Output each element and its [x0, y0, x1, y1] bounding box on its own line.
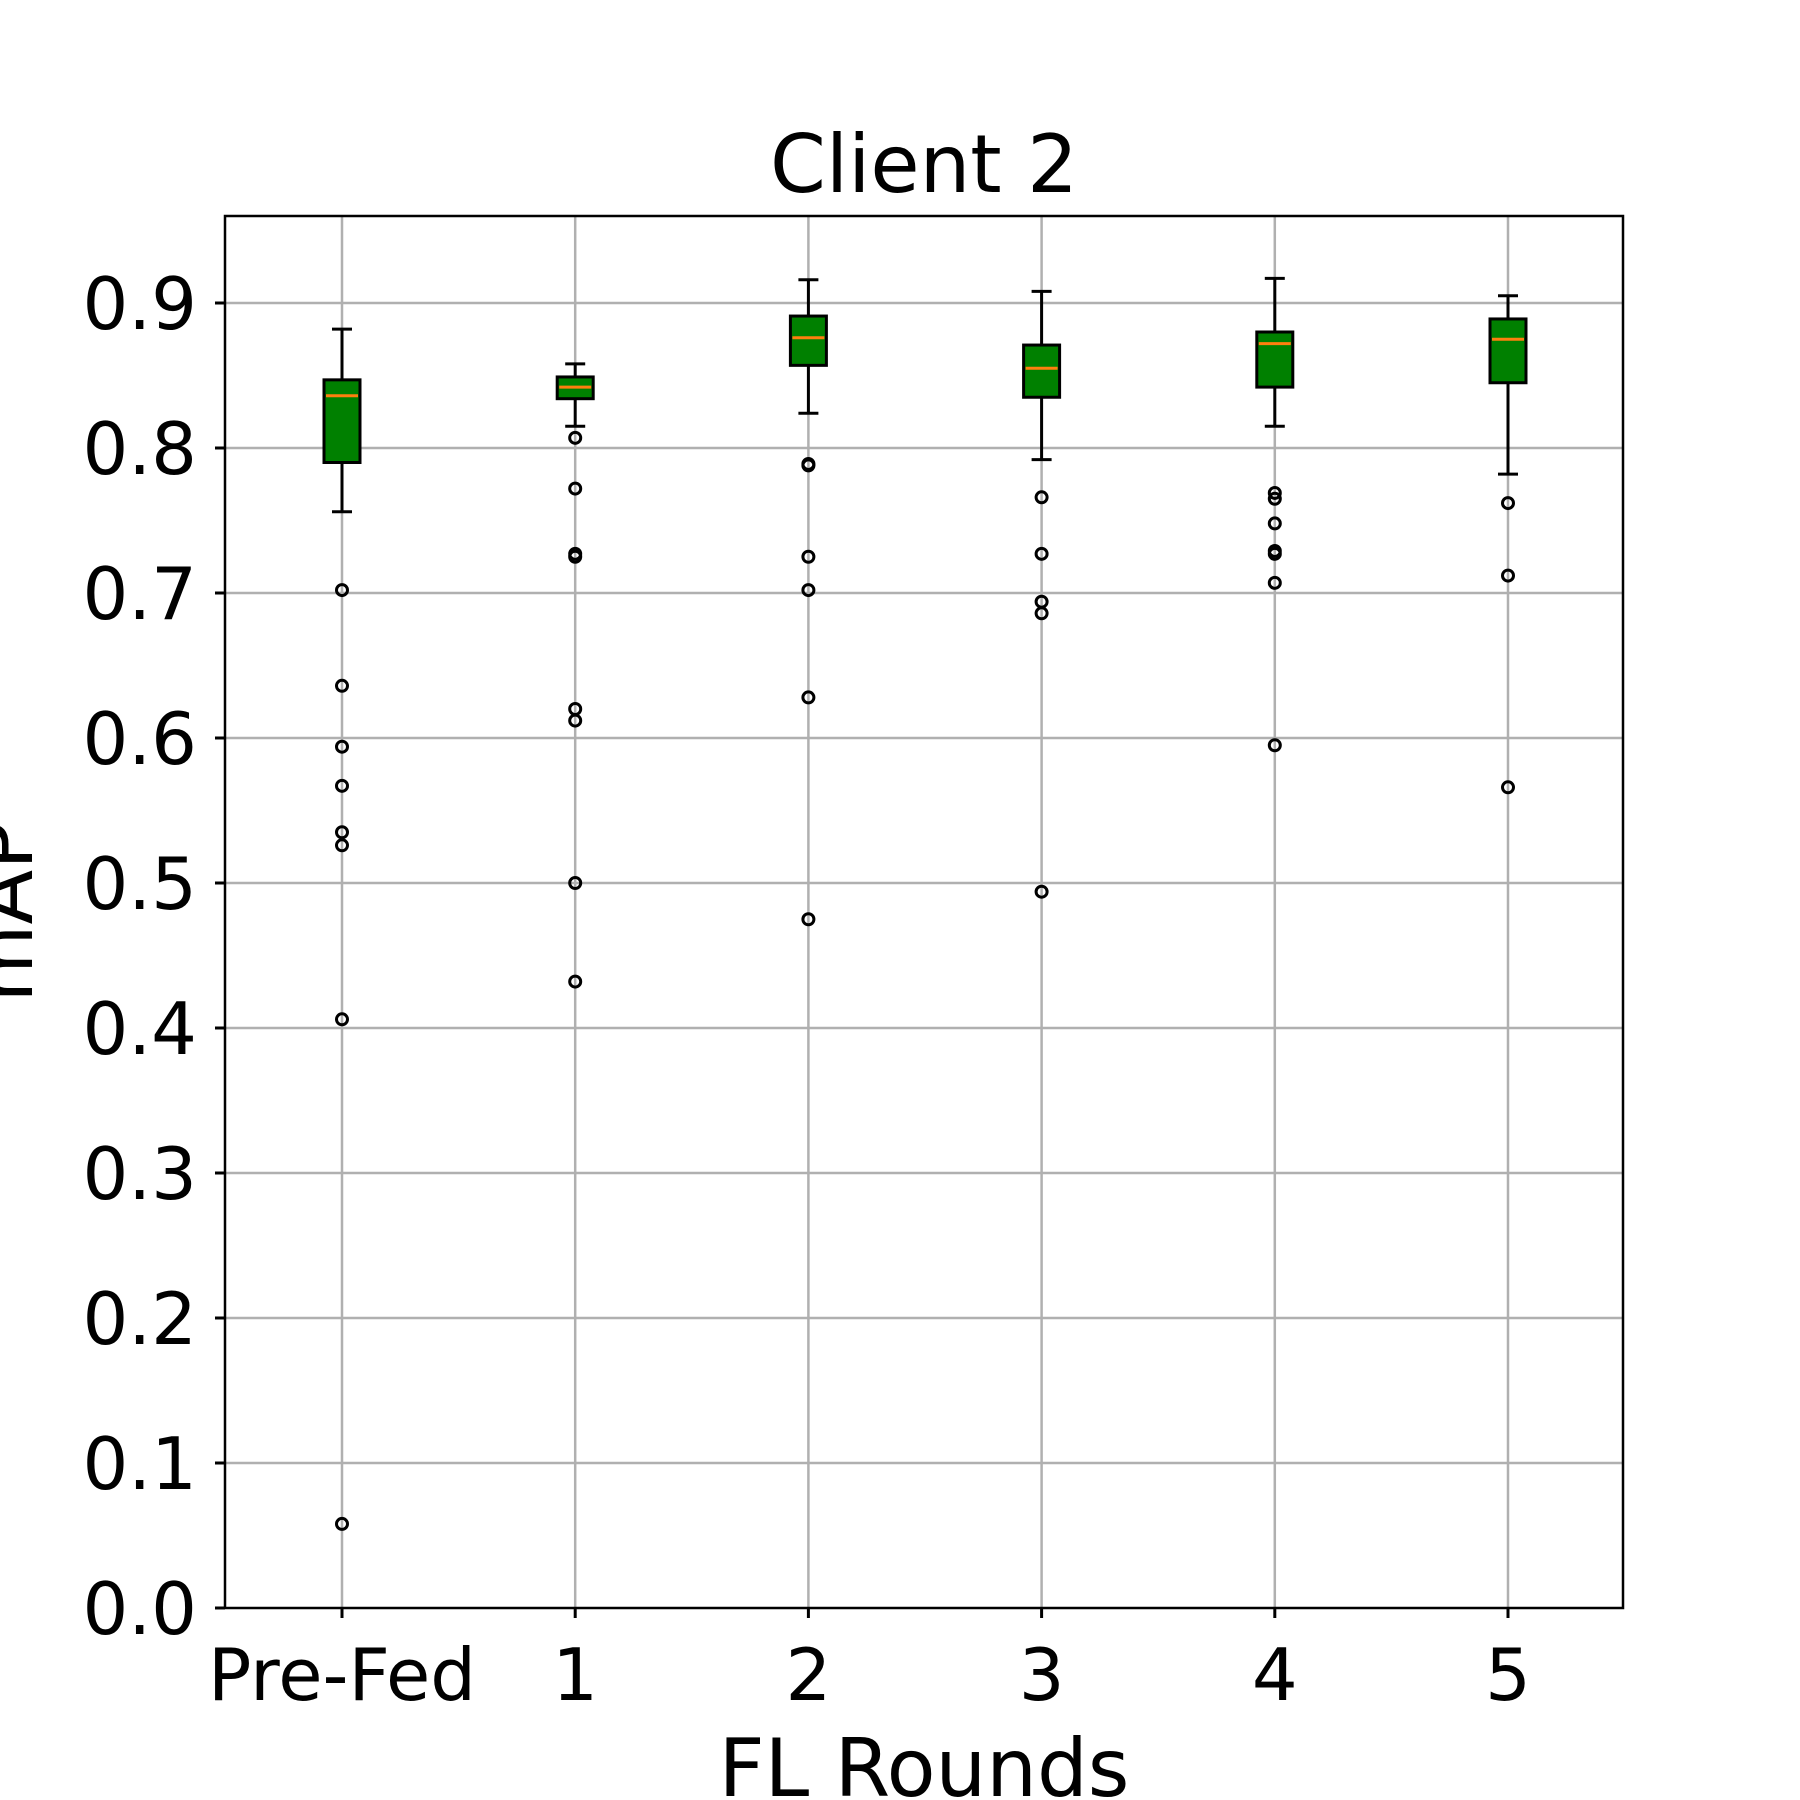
outlier-point [1267, 546, 1282, 561]
outlier-point [568, 876, 583, 890]
outlier-point [1034, 546, 1049, 561]
outlier-point [801, 549, 816, 564]
box-group [1488, 294, 1528, 795]
y-axis-label: mAP [0, 822, 51, 1003]
x-axis-label: FL Rounds [719, 1722, 1130, 1800]
iqr-box [788, 314, 828, 367]
outlier-point [801, 690, 816, 705]
outlier-point [1267, 575, 1282, 590]
outlier-point [801, 458, 816, 473]
y-tick-label: 0.2 [82, 1277, 197, 1361]
outlier-point [335, 838, 349, 853]
y-tick-label: 0.5 [82, 842, 197, 926]
outlier-point [1267, 738, 1282, 753]
outlier-point [1267, 516, 1282, 531]
box-group [788, 278, 828, 927]
outlier-point [1034, 884, 1049, 899]
y-tick-label: 0.1 [82, 1422, 197, 1506]
outlier-point [1501, 780, 1515, 795]
outlier-point [335, 825, 349, 840]
outlier-point [568, 713, 583, 728]
y-tick-label: 0.8 [82, 407, 197, 491]
outlier-point [335, 678, 349, 693]
iqr-box [322, 378, 362, 465]
y-tick-label: 0.7 [82, 552, 197, 636]
outlier-point [335, 778, 349, 793]
outlier-point [1267, 491, 1282, 506]
x-tick-label: 5 [1485, 1633, 1531, 1717]
plot-area [322, 276, 1528, 1531]
outlier-point [568, 974, 583, 989]
y-tick-label: 0.6 [82, 697, 197, 781]
outlier-point [1267, 485, 1282, 500]
outlier-point [1034, 490, 1049, 505]
box-group [555, 362, 595, 989]
outlier-point [568, 549, 583, 564]
x-tick-label: 1 [552, 1633, 598, 1717]
y-tick-label: 0.0 [82, 1567, 197, 1651]
outlier-point [568, 430, 583, 445]
iqr-box [1488, 317, 1528, 385]
outlier-point [568, 481, 583, 496]
x-tick-label: Pre-Fed [208, 1633, 476, 1717]
outlier-point [335, 1516, 349, 1531]
box-group [1255, 276, 1295, 753]
y-tick-label: 0.3 [82, 1132, 197, 1216]
x-tick-label: 3 [1019, 1633, 1065, 1717]
box-group [1022, 289, 1062, 899]
x-tick-label: 2 [785, 1633, 831, 1717]
outlier-point [801, 583, 816, 598]
plot-frame [223, 214, 1625, 1610]
outlier-point [335, 583, 349, 598]
box-group [322, 327, 362, 1531]
outlier-point [335, 739, 349, 754]
chart-title: Client 2 [770, 118, 1078, 211]
outlier-point [1501, 496, 1515, 511]
iqr-box [1255, 330, 1295, 389]
outlier-point [1034, 606, 1049, 621]
outlier-point [1501, 568, 1515, 583]
axis-ticks: 0.0 0.1 0.2 0.3 0.4 0.5 0.6 0.7 0.8 0.9 Pre-Fed 1 2 3… [82, 262, 1530, 1717]
y-tick-label: 0.9 [82, 262, 197, 346]
x-tick-label: 4 [1252, 1633, 1298, 1717]
outlier-point [335, 1012, 349, 1027]
grid-lines [225, 216, 1623, 1608]
outlier-point [801, 912, 816, 927]
y-tick-label: 0.4 [82, 987, 197, 1071]
iqr-box [1022, 343, 1062, 399]
